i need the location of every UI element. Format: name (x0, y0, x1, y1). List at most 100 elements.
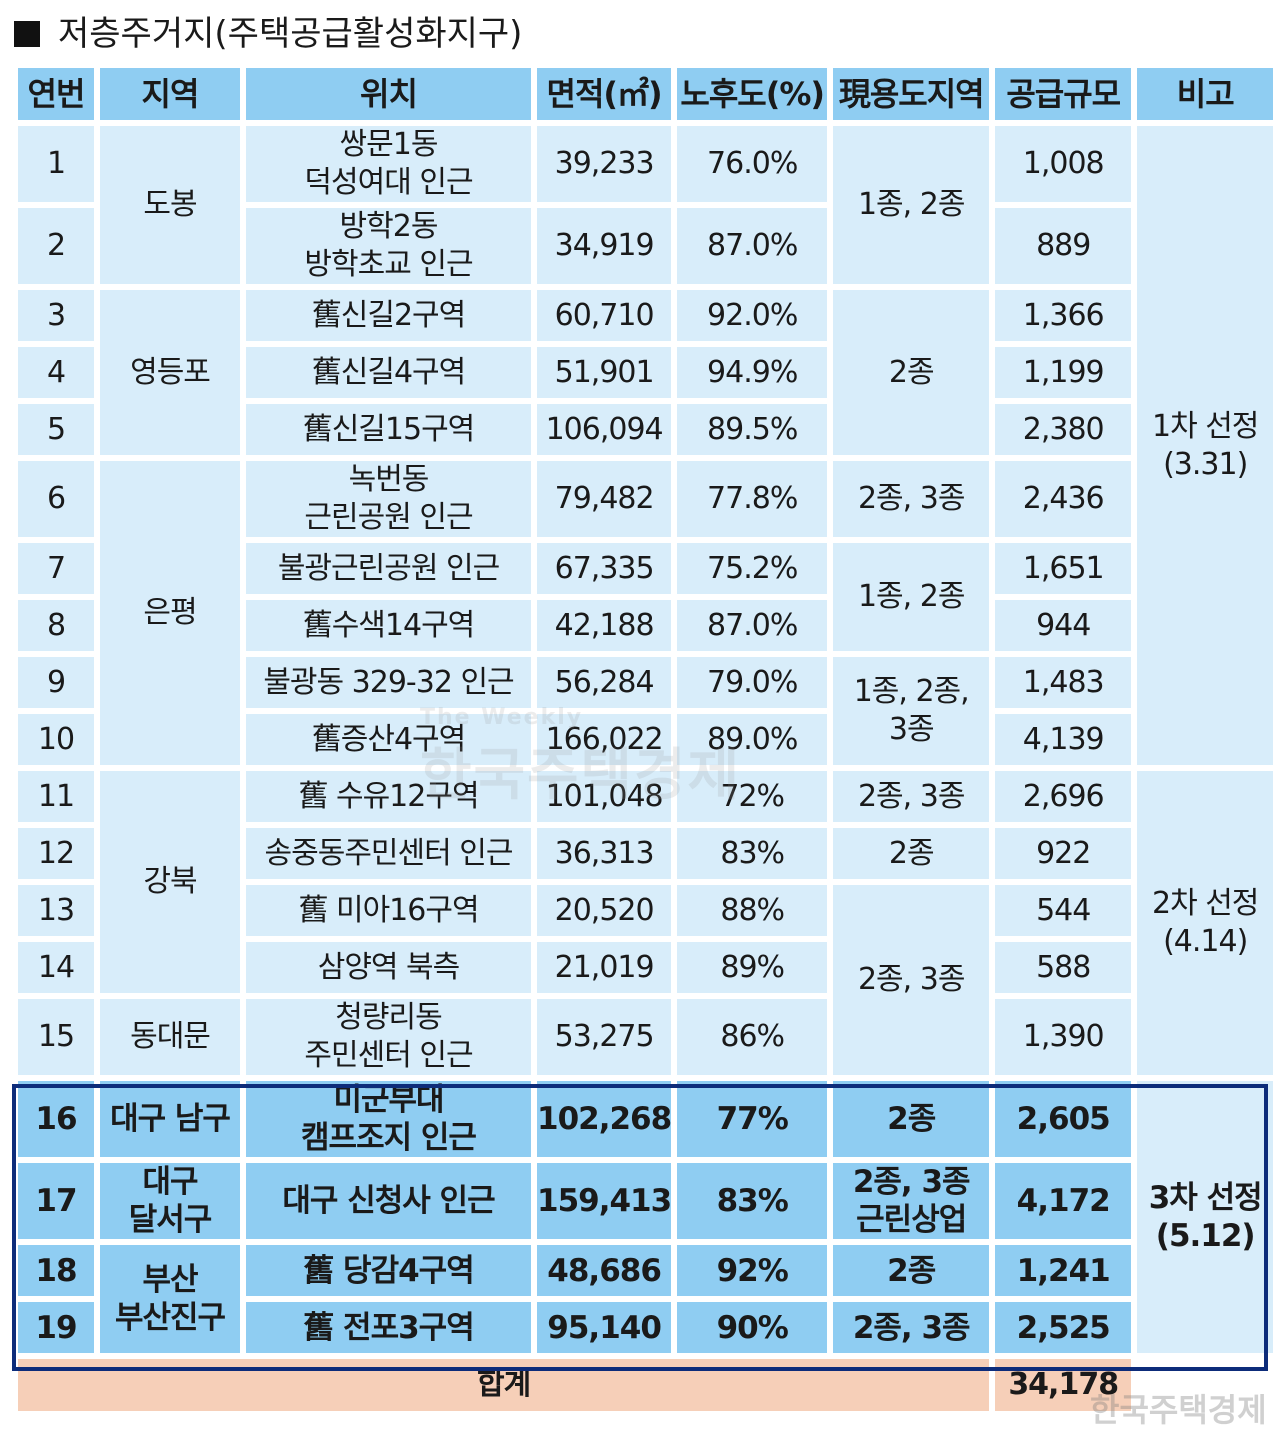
cell-age: 72% (677, 771, 828, 822)
cell-age: 92.0% (677, 290, 828, 341)
cell-supply: 4,139 (995, 714, 1132, 765)
cell-area: 20,520 (537, 885, 672, 936)
cell-zone: 2종, 3종 (833, 461, 990, 537)
col-header-location: 위치 (246, 68, 531, 120)
cell-no: 18 (18, 1245, 94, 1296)
table-row: 6 은평 녹번동 근린공원 인근 79,482 77.8% 2종, 3종 2,43… (18, 461, 1273, 765)
col-header-region: 지역 (100, 68, 240, 120)
cell-supply: 922 (995, 828, 1132, 879)
cell-location: 舊신길4구역 (246, 347, 531, 398)
cell-no: 13 (18, 885, 94, 936)
cell-no: 1 (18, 126, 94, 202)
cell-age: 75.2% (677, 543, 828, 594)
cell-supply: 1,241 (995, 1245, 1132, 1296)
cell-location: 舊 수유12구역 (246, 771, 531, 822)
cell-region: 은평 (100, 461, 240, 765)
page-title-text: 저층주거지(주택공급활성화지구) (58, 14, 523, 54)
cell-region: 도봉 (100, 126, 240, 284)
cell-area: 34,919 (537, 208, 672, 284)
cell-area: 101,048 (537, 771, 672, 822)
cell-location: 舊증산4구역 (246, 714, 531, 765)
cell-location: 송중동주민센터 인근 (246, 828, 531, 879)
table-row: 13 舊 미아16구역 20,520 88% 2종, 3종 544 (18, 885, 1273, 1075)
cell-note: 2차 선정 (4.14) (1137, 771, 1274, 1075)
table-row: 11 강북 舊 수유12구역 101,048 72% 2종, 3종 2,696 … (18, 771, 1274, 1075)
cell-note: 3차 선정 (5.12) (1137, 1081, 1274, 1353)
cell-area: 48,686 (537, 1245, 672, 1296)
cell-supply: 1,199 (995, 347, 1132, 398)
cell-area: 95,140 (537, 1302, 672, 1353)
cell-supply: 2,436 (995, 461, 1132, 537)
cell-area: 79,482 (537, 461, 672, 537)
cell-no: 9 (18, 657, 94, 708)
cell-area: 102,268 (537, 1081, 672, 1157)
cell-area: 21,019 (537, 942, 672, 993)
cell-location: 舊 미아16구역 (246, 885, 531, 936)
cell-location: 舊수색14구역 (246, 600, 531, 651)
table-row: 4 舊신길4구역 51,901 94.9% 1,199 (18, 347, 1273, 398)
cell-location: 미군부대 캠프조지 인근 (246, 1081, 531, 1157)
table-row: 7 불광근린공원 인근 67,335 75.2% 1종, 2종 1,651 (18, 543, 1273, 651)
cell-supply: 2,380 (995, 404, 1132, 455)
cell-supply: 1,651 (995, 543, 1132, 594)
table-row: 8 舊수색14구역 42,188 87.0% 944 (18, 600, 1273, 651)
col-header-zone: 現용도지역 (833, 68, 990, 120)
cell-note: 1차 선정 (3.31) (1137, 126, 1274, 765)
cell-supply: 2,696 (995, 771, 1132, 822)
cell-no: 11 (18, 771, 94, 822)
cell-zone: 2종 (833, 290, 990, 455)
cell-region: 부산 부산진구 (100, 1245, 240, 1353)
housing-zone-table: 연번 지역 위치 면적(㎡) 노후도(%) 現용도지역 공급규모 비고 1 도봉… (12, 62, 1279, 1417)
cell-region: 대구 달서구 (100, 1163, 240, 1239)
cell-location: 불광동 329-32 인근 (246, 657, 531, 708)
total-row: 합계 34,178 (18, 1359, 1274, 1411)
cell-age: 89.5% (677, 404, 828, 455)
cell-zone: 2종, 3종 (833, 771, 990, 822)
header-row: 연번 지역 위치 면적(㎡) 노후도(%) 現용도지역 공급규모 비고 (18, 68, 1274, 120)
table-row: 3 영등포 舊신길2구역 60,710 92.0% 2종 1,366 (18, 290, 1273, 455)
cell-age: 79.0% (677, 657, 828, 708)
cell-no: 3 (18, 290, 94, 341)
page-title: 저층주거지(주택공급활성화지구) (14, 12, 522, 56)
table-row: 5 舊신길15구역 106,094 89.5% 2,380 (18, 404, 1273, 455)
cell-supply: 588 (995, 942, 1132, 993)
cell-zone: 2종, 3종 (833, 885, 990, 1075)
total-label: 합계 (18, 1359, 990, 1411)
cell-no: 16 (18, 1081, 94, 1157)
cell-no: 14 (18, 942, 94, 993)
cell-area: 39,233 (537, 126, 672, 202)
cell-region: 영등포 (100, 290, 240, 455)
cell-area: 166,022 (537, 714, 672, 765)
cell-region: 대구 남구 (100, 1081, 240, 1157)
cell-zone: 1종, 2종, 3종 (833, 657, 990, 765)
table-row: 17 대구 달서구 대구 신청사 인근 159,413 83% 2종, 3종 근린상… (18, 1163, 1273, 1239)
cell-location: 청량리동 주민센터 인근 (246, 999, 531, 1075)
col-header-supply: 공급규모 (995, 68, 1132, 120)
total-blank-cell (1137, 1359, 1274, 1411)
cell-age: 83% (677, 1163, 828, 1239)
cell-supply: 2,605 (995, 1081, 1132, 1157)
table-row: 1 도봉 쌍문1동 덕성여대 인근 39,233 76.0% 1종, 2종 1,0… (18, 126, 1274, 765)
cell-location: 舊신길2구역 (246, 290, 531, 341)
table-row: 12 송중동주민센터 인근 36,313 83% 2종 922 (18, 828, 1273, 879)
cell-supply: 544 (995, 885, 1132, 936)
cell-age: 77.8% (677, 461, 828, 537)
cell-location: 舊 전포3구역 (246, 1302, 531, 1353)
table-row: 9 불광동 329-32 인근 56,284 79.0% 1종, 2종, 3종 1… (18, 657, 1273, 765)
table-row: 2 방학2동 방학초교 인근 34,919 87.0% 889 (18, 208, 1273, 284)
cell-zone: 2종 (833, 1081, 990, 1157)
cell-age: 89% (677, 942, 828, 993)
cell-location: 쌍문1동 덕성여대 인근 (246, 126, 531, 202)
cell-supply: 1,390 (995, 999, 1132, 1075)
cell-area: 42,188 (537, 600, 672, 651)
cell-supply: 889 (995, 208, 1132, 284)
cell-supply: 1,483 (995, 657, 1132, 708)
cell-age: 77% (677, 1081, 828, 1157)
cell-location: 방학2동 방학초교 인근 (246, 208, 531, 284)
cell-age: 87.0% (677, 208, 828, 284)
cell-no: 5 (18, 404, 94, 455)
cell-no: 2 (18, 208, 94, 284)
cell-area: 106,094 (537, 404, 672, 455)
cell-age: 76.0% (677, 126, 828, 202)
cell-no: 12 (18, 828, 94, 879)
